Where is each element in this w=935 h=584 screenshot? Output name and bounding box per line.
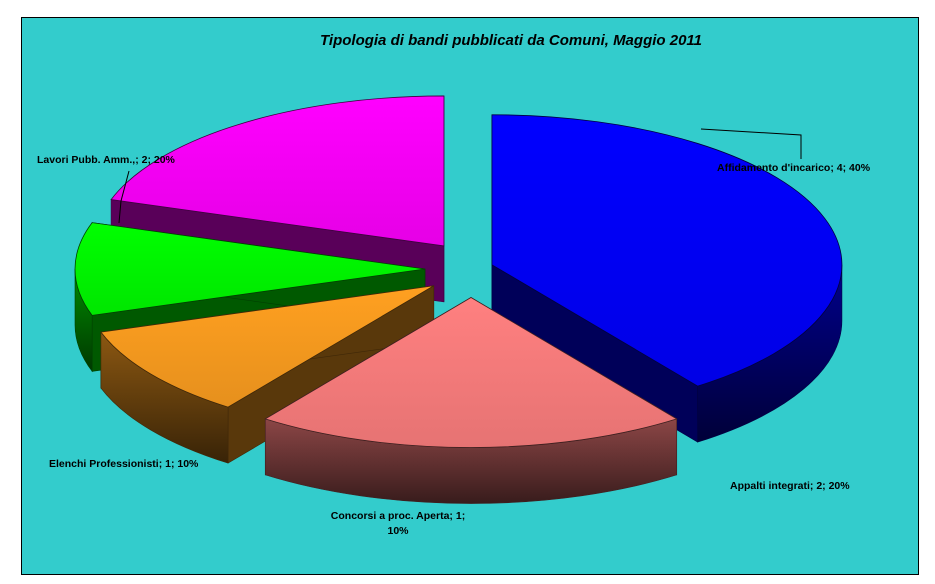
data-label-appalti: Appalti integrati; 2; 20%	[730, 480, 850, 492]
chart-area: Tipologia di bandi pubblicati da Comuni,…	[21, 17, 919, 575]
data-label-affidamento: Affidamento d'incarico; 4; 40%	[717, 162, 871, 174]
leader-lines	[118, 128, 802, 224]
data-label-elenchi: Elenchi Professionisti; 1; 10%	[49, 458, 199, 470]
chart-title: Tipologia di bandi pubblicati da Comuni,…	[320, 32, 702, 49]
pie-slice-appalti	[264, 296, 678, 504]
pie-chart: Tipologia di bandi pubblicati da Comuni,…	[37, 32, 871, 537]
data-label-lavori: Lavori Pubb. Amm.,; 2; 20%	[37, 154, 176, 166]
pie-slices	[74, 95, 843, 504]
leader-line-lavori	[118, 170, 130, 224]
data-labels: Affidamento d'incarico; 4; 40% Appalti i…	[37, 154, 871, 537]
data-label-concorsi-line2: 10%	[387, 525, 409, 537]
pie-slice-affidamento	[491, 114, 843, 443]
leader-line-affidamento	[700, 128, 802, 159]
data-label-concorsi-line1: Concorsi a proc. Aperta; 1;	[331, 510, 465, 522]
